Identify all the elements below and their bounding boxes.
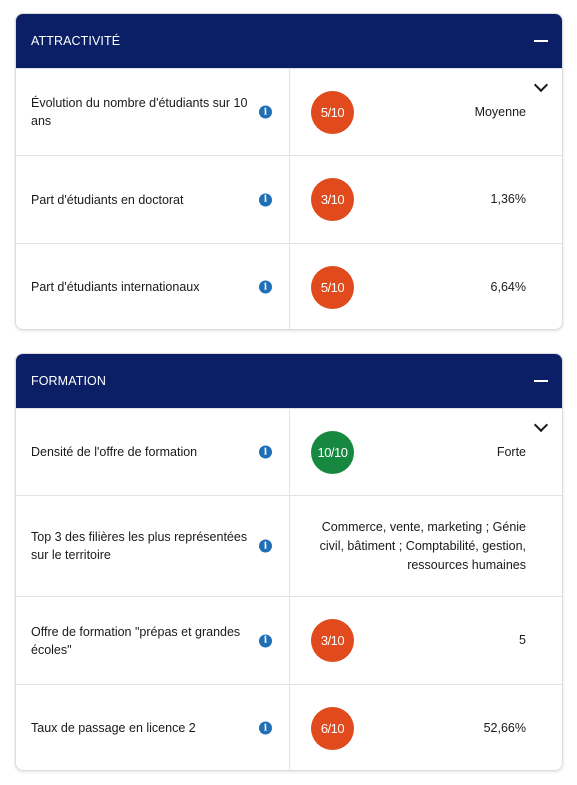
- indicator-label-cell: Part d'étudiants internationaux i: [16, 244, 290, 329]
- chevron-down-icon[interactable]: [533, 77, 549, 93]
- indicator-label: Part d'étudiants en doctorat: [31, 192, 184, 207]
- indicator-value: Forte: [496, 444, 526, 459]
- indicator-value-cell: 6/10 52,66%: [290, 685, 562, 770]
- indicator-row: Taux de passage en licence 2 i 6/10 52,6…: [16, 684, 562, 770]
- indicator-value-cell: 5/10 Moyenne: [290, 69, 562, 155]
- score-badge: 3/10: [311, 619, 354, 662]
- indicator-label: Évolution du nombre d'étudiants sur 10 a…: [31, 96, 248, 128]
- indicator-value: 1,36%: [490, 192, 526, 206]
- indicator-row: Part d'étudiants en doctorat i 3/10 1,36…: [16, 155, 562, 243]
- indicator-value-cell: 3/10 1,36%: [290, 156, 562, 243]
- info-icon[interactable]: i: [259, 539, 272, 553]
- section-card-attractivite: ATTRACTIVITÉ Évolution du nombre d'étudi…: [15, 13, 563, 330]
- indicator-row: Offre de formation "prépas et grandes éc…: [16, 596, 562, 684]
- indicator-label-cell: Taux de passage en licence 2 i: [16, 685, 290, 770]
- indicator-label: Offre de formation "prépas et grandes éc…: [31, 624, 241, 657]
- indicator-value: 52,66%: [483, 720, 526, 735]
- info-icon[interactable]: i: [259, 280, 272, 294]
- score-badge: 10/10: [311, 430, 354, 474]
- info-icon[interactable]: i: [259, 445, 272, 459]
- section-title: FORMATION: [31, 374, 106, 388]
- indicator-row: Part d'étudiants internationaux i 5/10 6…: [16, 243, 562, 329]
- chevron-down-icon[interactable]: [533, 417, 549, 433]
- indicator-value: 5: [519, 633, 526, 647]
- indicator-value-cell: 10/10 Forte: [290, 409, 562, 495]
- section-title: ATTRACTIVITÉ: [31, 34, 121, 48]
- indicator-row: Évolution du nombre d'étudiants sur 10 a…: [16, 68, 562, 155]
- indicator-value-cell: 5/10 6,64%: [290, 244, 562, 329]
- score-badge: 3/10: [311, 178, 354, 221]
- section-header-formation[interactable]: FORMATION: [16, 354, 562, 408]
- indicator-value: Commerce, vente, marketing ; Génie civil…: [319, 519, 526, 572]
- minus-icon[interactable]: [534, 40, 548, 42]
- indicator-value-cell: Commerce, vente, marketing ; Génie civil…: [290, 496, 562, 596]
- indicator-row: Top 3 des filières les plus représentées…: [16, 495, 562, 596]
- indicator-label: Part d'étudiants internationaux: [31, 280, 200, 294]
- indicator-label-cell: Offre de formation "prépas et grandes éc…: [16, 597, 290, 684]
- indicator-label-cell: Part d'étudiants en doctorat i: [16, 156, 290, 243]
- minus-icon[interactable]: [534, 380, 548, 382]
- info-icon[interactable]: i: [259, 105, 272, 119]
- indicator-label: Top 3 des filières les plus représentées…: [31, 530, 248, 562]
- score-badge: 6/10: [311, 706, 354, 750]
- indicator-label-cell: Évolution du nombre d'étudiants sur 10 a…: [16, 69, 290, 155]
- section-card-formation: FORMATION Densité de l'offre de formatio…: [15, 353, 563, 771]
- info-icon[interactable]: i: [259, 721, 272, 735]
- indicator-label-cell: Densité de l'offre de formation i: [16, 409, 290, 495]
- score-badge: 5/10: [311, 265, 354, 309]
- info-icon[interactable]: i: [259, 634, 272, 647]
- indicator-value: Moyenne: [474, 104, 526, 119]
- indicator-label: Taux de passage en licence 2: [31, 721, 196, 735]
- indicator-value-cell: 3/10 5: [290, 597, 562, 684]
- score-badge: 5/10: [311, 90, 354, 134]
- indicator-value: 6,64%: [490, 279, 526, 294]
- indicator-label-cell: Top 3 des filières les plus représentées…: [16, 496, 290, 596]
- info-icon[interactable]: i: [259, 193, 272, 206]
- indicator-row: Densité de l'offre de formation i 10/10 …: [16, 408, 562, 495]
- indicator-label: Densité de l'offre de formation: [31, 445, 198, 459]
- section-header-attractivite[interactable]: ATTRACTIVITÉ: [16, 14, 562, 68]
